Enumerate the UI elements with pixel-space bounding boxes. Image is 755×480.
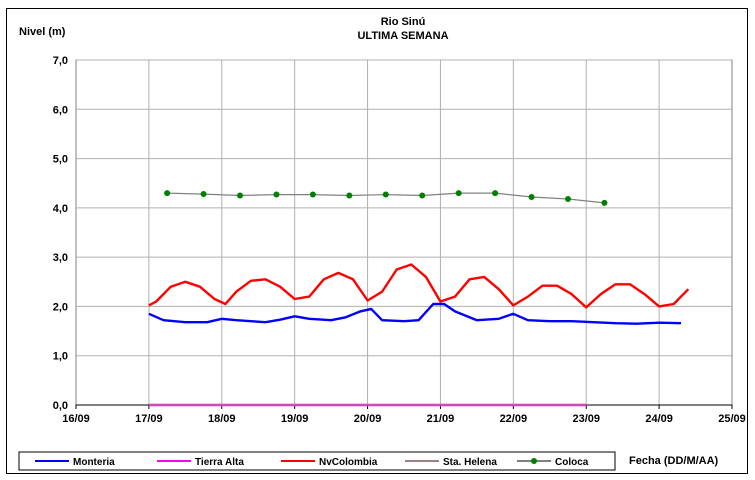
chart-title: Rio Sinú <box>381 16 426 28</box>
legend-label-nvcolombia: NvColombia <box>319 457 378 468</box>
data-point-coloca <box>601 199 608 206</box>
series-line-monteria <box>148 302 682 325</box>
series-group <box>148 190 690 407</box>
legend-box <box>18 451 616 471</box>
data-point-coloca <box>309 191 316 198</box>
data-point-coloca <box>273 191 280 198</box>
y-tick-label: 5,0 <box>53 154 68 166</box>
x-tick-label: 19/09 <box>281 413 309 425</box>
x-tick-label: 23/09 <box>572 413 600 425</box>
y-tick-label: 6,0 <box>53 104 68 116</box>
legend-label-coloca: Coloca <box>555 457 589 468</box>
chart-subtitle: ULTIMA SEMANA <box>357 30 448 42</box>
x-tick-label: 20/09 <box>354 413 382 425</box>
legend-marker-coloca <box>531 458 537 464</box>
data-point-coloca <box>528 194 535 201</box>
legend-label-tierra-alta: Tierra Alta <box>195 457 244 468</box>
series-line-nvcolombia <box>148 263 690 309</box>
x-tick-label: 24/09 <box>645 413 673 425</box>
y-tick-label: 7,0 <box>53 55 68 67</box>
x-tick-label: 17/09 <box>135 413 163 425</box>
x-tick-label: 18/09 <box>208 413 236 425</box>
x-tick-label: 22/09 <box>500 413 528 425</box>
legend-label-monteria: Monteria <box>73 457 115 468</box>
legend-label-sta-helena: Sta. Helena <box>443 457 497 468</box>
x-tick-label: 21/09 <box>427 413 455 425</box>
x-axis-label: Fecha (DD/M/AA) <box>629 455 719 467</box>
data-point-coloca <box>565 195 571 202</box>
x-tick-label: 16/09 <box>62 413 90 425</box>
data-point-coloca <box>455 190 462 197</box>
y-axis-label: Nivel (m) <box>19 26 66 38</box>
y-tick-label: 0,0 <box>53 400 68 412</box>
y-tick-label: 4,0 <box>53 203 68 215</box>
data-point-coloca <box>164 190 171 197</box>
data-point-coloca <box>200 191 207 198</box>
y-tick-label: 1,0 <box>53 351 68 363</box>
line-chart: Rio Sinú ULTIMA SEMANA Nivel (m) Fecha (… <box>18 16 746 471</box>
data-point-coloca <box>492 190 499 197</box>
axes: 0,0 1,0 2,0 3,0 4,0 5,0 6,0 7,0 16/09 17/09 18/09 1… <box>53 55 746 425</box>
legend: Monteria Tierra Alta NvColombia Sta. Helena… <box>18 451 616 471</box>
x-tick-label: 25/09 <box>718 413 746 425</box>
y-tick-label: 2,0 <box>53 301 68 313</box>
y-tick-label: 3,0 <box>53 252 68 264</box>
data-point-coloca <box>419 192 426 199</box>
grid <box>75 59 733 406</box>
chart-frame: Rio Sinú ULTIMA SEMANA Nivel (m) Fecha (… <box>6 8 748 474</box>
data-point-coloca <box>237 192 243 199</box>
data-point-coloca <box>382 191 389 198</box>
plot-area <box>75 59 733 406</box>
data-point-coloca <box>346 192 353 199</box>
